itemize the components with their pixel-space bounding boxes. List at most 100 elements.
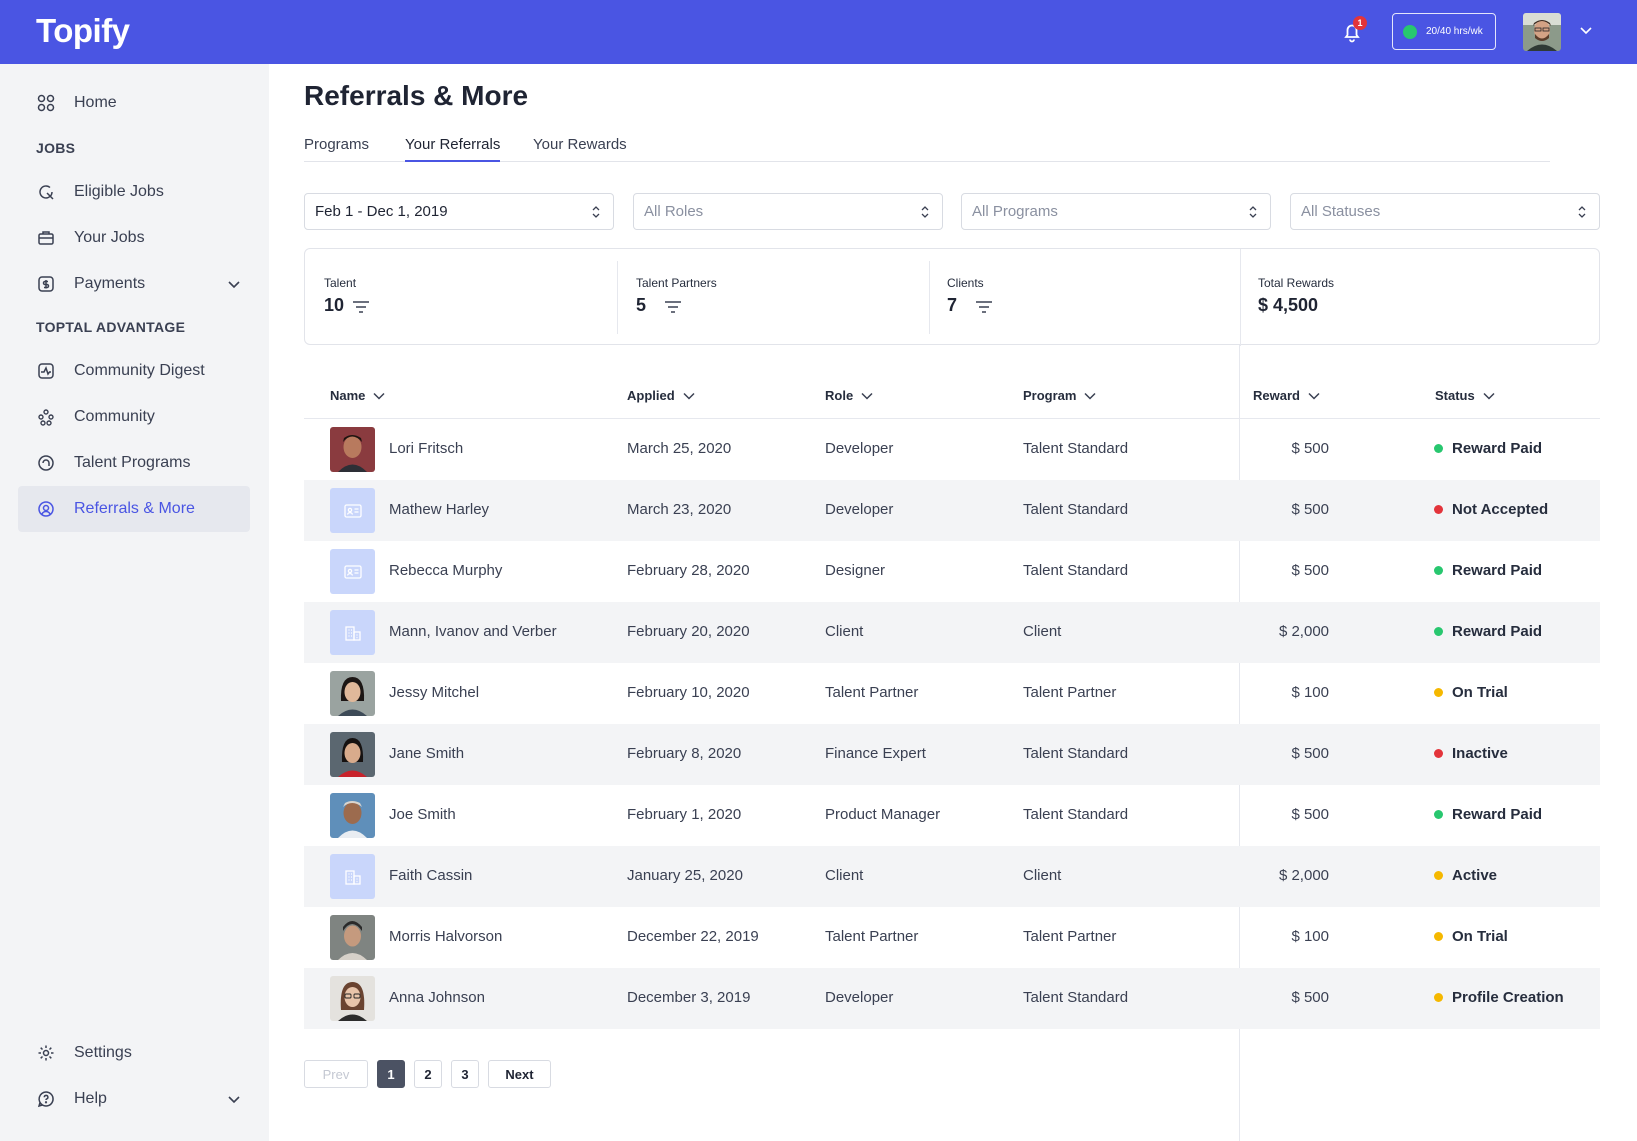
cell-program: Talent Standard: [1023, 501, 1129, 518]
chevron-down-icon[interactable]: [226, 1091, 242, 1107]
sidebar-section-toptal-advantage: TOPTAL ADVANTAGE: [36, 319, 186, 335]
sidebar-item-your-jobs[interactable]: Your Jobs: [18, 215, 250, 261]
programs-select[interactable]: All Programs: [961, 193, 1271, 230]
sidebar-item-community[interactable]: Community: [18, 394, 250, 440]
column-header-applied[interactable]: Applied: [627, 388, 695, 403]
availability-hours-button[interactable]: 20/40 hrs/wk: [1392, 13, 1496, 50]
tab-your-rewards[interactable]: Your Rewards: [533, 136, 627, 153]
column-header-name[interactable]: Name: [330, 388, 385, 403]
roles-select[interactable]: All Roles: [633, 193, 943, 230]
cell-applied: December 22, 2019: [627, 928, 759, 945]
chevron-down-icon[interactable]: [1578, 22, 1594, 38]
table-row[interactable]: Jessy Mitchel February 10, 2020 Talent Par…: [304, 663, 1600, 724]
page-3-button[interactable]: 3: [451, 1060, 479, 1088]
sidebar-item-payments[interactable]: Payments: [18, 261, 250, 307]
status-label: Reward Paid: [1452, 440, 1543, 457]
table-row[interactable]: Jane Smith February 8, 2020 Finance Expert…: [304, 724, 1600, 785]
next-page-button[interactable]: Next: [488, 1060, 551, 1088]
app-logo[interactable]: Topify: [36, 12, 130, 49]
column-header-program[interactable]: Program: [1023, 388, 1096, 403]
programs-value: All Programs: [972, 203, 1058, 220]
referral-icon: [36, 499, 56, 519]
gear-icon: [36, 1043, 56, 1063]
stat-value: 5: [636, 295, 647, 315]
badge-icon: [36, 453, 56, 473]
avatar: [330, 915, 375, 960]
sidebar-item-label: Community Digest: [74, 362, 205, 379]
column-header-reward[interactable]: Reward: [1253, 388, 1320, 403]
sidebar-item-home[interactable]: Home: [18, 80, 250, 126]
cell-program: Client: [1023, 623, 1062, 640]
cell-applied: February 1, 2020: [627, 806, 742, 823]
select-arrows-icon: [592, 206, 600, 218]
table-row[interactable]: Faith Cassin January 25, 2020 Client Client…: [304, 846, 1600, 907]
user-avatar[interactable]: [1523, 13, 1561, 51]
id-card-icon: [330, 549, 375, 594]
table-row[interactable]: Rebecca Murphy February 28, 2020 Designer T…: [304, 541, 1600, 602]
status-label: On Trial: [1452, 684, 1508, 701]
cell-reward: $ 100: [1291, 928, 1329, 945]
prev-page-button[interactable]: Prev: [304, 1060, 368, 1088]
stat-label: Talent Partners: [636, 276, 717, 290]
table-row[interactable]: Mathew Harley March 23, 2020 Developer Tale…: [304, 480, 1600, 541]
cell-name[interactable]: Morris Halvorson: [389, 928, 503, 945]
stat-value: 10: [324, 295, 345, 315]
cell-name[interactable]: Lori Fritsch: [389, 440, 464, 457]
column-header-role[interactable]: Role: [825, 388, 873, 403]
status-dot: [1434, 932, 1443, 941]
column-header-label: Status: [1435, 388, 1475, 403]
sidebar-item-eligible-jobs[interactable]: Eligible Jobs: [18, 169, 250, 215]
roles-value: All Roles: [644, 203, 704, 220]
status-dot: [1434, 688, 1443, 697]
filter-icon[interactable]: [975, 301, 993, 313]
status-badge: Reward Paid: [1434, 440, 1542, 457]
tab-your-referrals[interactable]: Your Referrals: [405, 136, 501, 162]
cell-program: Talent Partner: [1023, 684, 1117, 701]
date-range-select[interactable]: Feb 1 - Dec 1, 2019: [304, 193, 614, 230]
chevron-down-icon[interactable]: [226, 276, 242, 292]
cell-applied: March 25, 2020: [627, 440, 732, 457]
sidebar-item-label: Eligible Jobs: [74, 183, 164, 200]
filter-icon[interactable]: [664, 301, 682, 313]
column-header-label: Role: [825, 388, 854, 403]
cell-name[interactable]: Jessy Mitchel: [389, 684, 480, 701]
cell-name[interactable]: Rebecca Murphy: [389, 562, 503, 579]
sidebar-item-settings[interactable]: Settings: [18, 1030, 250, 1076]
sidebar-item-label: Help: [74, 1090, 107, 1107]
page-1-button[interactable]: 1: [377, 1060, 405, 1088]
sidebar-item-help[interactable]: Help: [18, 1076, 250, 1122]
table-row[interactable]: Joe Smith February 1, 2020 Product Manager…: [304, 785, 1600, 846]
notification-badge: 1: [1353, 16, 1367, 30]
cell-name[interactable]: Anna Johnson: [389, 989, 485, 1006]
divider: [617, 261, 618, 334]
table-row[interactable]: Anna Johnson December 3, 2019 Developer Tal…: [304, 968, 1600, 1029]
cell-name[interactable]: Jane Smith: [389, 745, 465, 762]
table-row[interactable]: Lori Fritsch March 25, 2020 Developer Talen…: [304, 419, 1600, 480]
status-dot: [1434, 505, 1443, 514]
tab-programs[interactable]: Programs: [304, 136, 370, 153]
sidebar-item-talent-programs[interactable]: Talent Programs: [18, 440, 250, 486]
sidebar-item-referrals[interactable]: Referrals & More: [18, 486, 250, 532]
help-icon: [36, 1089, 56, 1109]
cell-name[interactable]: Faith Cassin: [389, 867, 473, 884]
cell-role: Finance Expert: [825, 745, 926, 762]
sidebar-item-community-digest[interactable]: Community Digest: [18, 348, 250, 394]
statuses-select[interactable]: All Statuses: [1290, 193, 1600, 230]
filter-icon[interactable]: [352, 301, 370, 313]
cell-name[interactable]: Mathew Harley: [389, 501, 490, 518]
cell-name[interactable]: Mann, Ivanov and Verber: [389, 623, 557, 640]
table-row[interactable]: Mann, Ivanov and Verber February 20, 2020…: [304, 602, 1600, 663]
status-label: Reward Paid: [1452, 623, 1543, 640]
bell-icon[interactable]: [1340, 20, 1364, 44]
sidebar: Home JOBS Eligible Jobs Your Jobs Paymen…: [0, 64, 269, 1141]
table-row[interactable]: Morris Halvorson December 22, 2019 Talent …: [304, 907, 1600, 968]
sidebar-item-label: Payments: [74, 275, 146, 292]
avatar: [330, 671, 375, 716]
cell-applied: February 20, 2020: [627, 623, 750, 640]
page-2-button[interactable]: 2: [414, 1060, 442, 1088]
cell-name[interactable]: Joe Smith: [389, 806, 456, 823]
column-header-status[interactable]: Status: [1435, 388, 1495, 403]
cell-role: Client: [825, 623, 864, 640]
table-header: Name Applied Role Program Reward Status: [304, 378, 1600, 419]
search-refresh-icon: [36, 182, 56, 202]
